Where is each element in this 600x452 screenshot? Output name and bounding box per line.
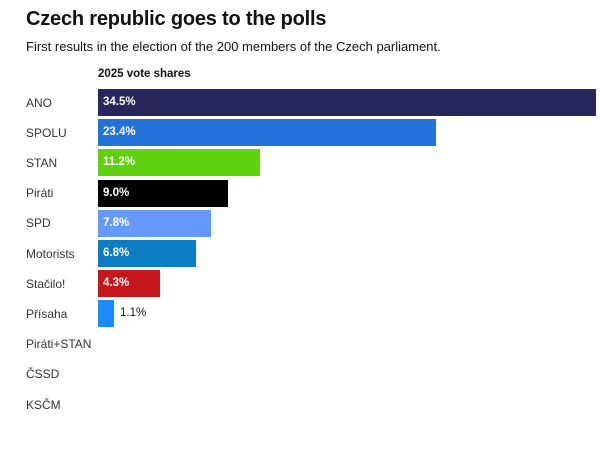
bar [98,119,436,147]
value-label: 11.2% [103,156,135,169]
category-label: ČSSD [26,367,60,382]
bar [98,89,596,116]
chart-subtitle: First results in the election of the 200… [26,39,441,54]
value-label: 6.8% [103,247,130,259]
chart-title: Czech republic goes to the polls [26,8,327,30]
bar [98,179,228,207]
value-label: 1.1% [120,307,147,320]
value-label: 4.3% [103,277,130,290]
value-label: 23.4% [103,126,136,139]
column-header: 2025 vote shares [98,68,191,80]
bar [98,149,260,177]
bar [98,270,160,298]
bar [98,300,114,328]
bar [98,240,196,267]
category-label: ANO [26,95,53,110]
category-label: SPD [26,216,51,231]
category-label: Přísaha [26,306,68,321]
category-label: Stačilo! [26,276,66,291]
bar [98,209,211,237]
category-label: Piráti [26,186,54,201]
value-label: 7.8% [103,216,130,229]
category-label: KSČM [26,397,61,412]
category-label: Piráti+STAN [26,337,92,352]
category-label: SPOLU [26,125,67,140]
category-label: Motorists [26,246,75,261]
value-label: 9.0% [103,186,130,199]
value-label: 34.5% [103,96,136,108]
category-label: STAN [26,155,58,170]
